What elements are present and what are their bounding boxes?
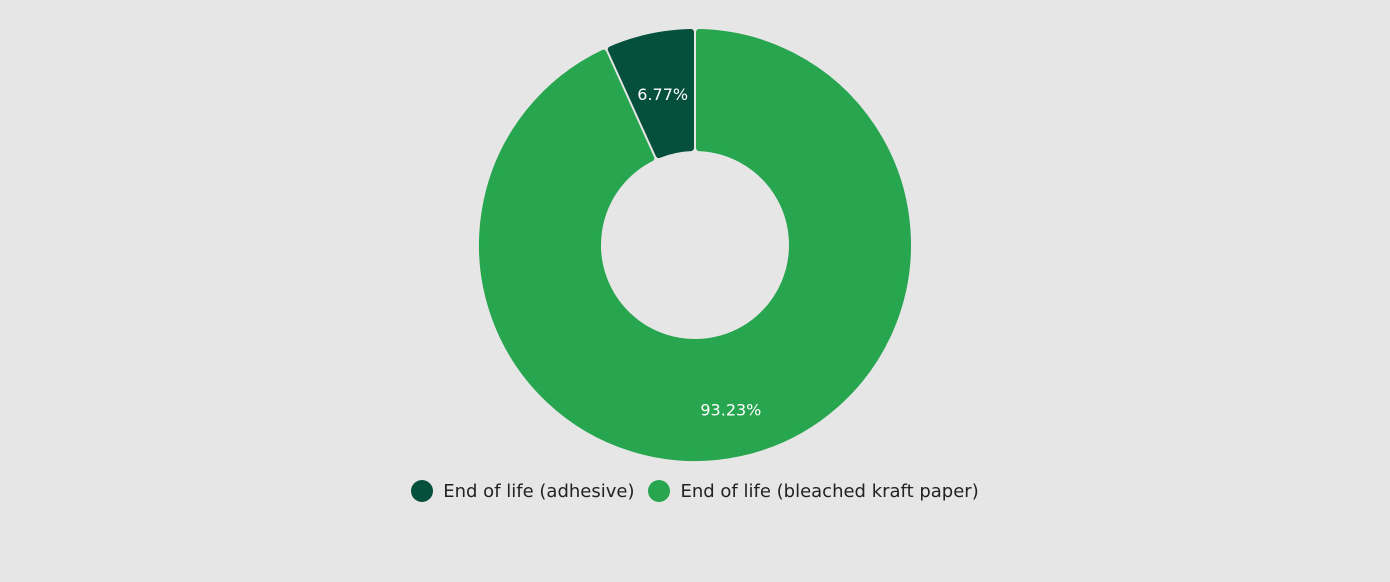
legend-swatch-bleached-kraft-paper (648, 480, 671, 502)
donut-slice-labels: 6.77% 93.23% (637, 85, 761, 420)
donut-slice-end-of-life-bleached-kraft-paper[interactable] (479, 29, 911, 461)
legend-label-bleached-kraft-paper: End of life (bleached kraft paper) (680, 480, 979, 502)
legend-item-adhesive[interactable]: End of life (adhesive) (411, 480, 634, 502)
donut-slices (479, 29, 911, 461)
chart-legend: End of life (adhesive) End of life (blea… (0, 480, 1390, 502)
legend-label-adhesive: End of life (adhesive) (443, 480, 635, 502)
legend-item-bleached-kraft-paper[interactable]: End of life (bleached kraft paper) (648, 480, 979, 502)
donut-slice-label-end-of-life-bleached-kraft-paper: 93.23% (700, 401, 761, 420)
donut-slice-label-end-of-life-adhesive: 6.77% (637, 85, 688, 104)
legend-swatch-adhesive (411, 480, 434, 502)
donut-slice-end-of-life-adhesive[interactable] (607, 29, 695, 159)
